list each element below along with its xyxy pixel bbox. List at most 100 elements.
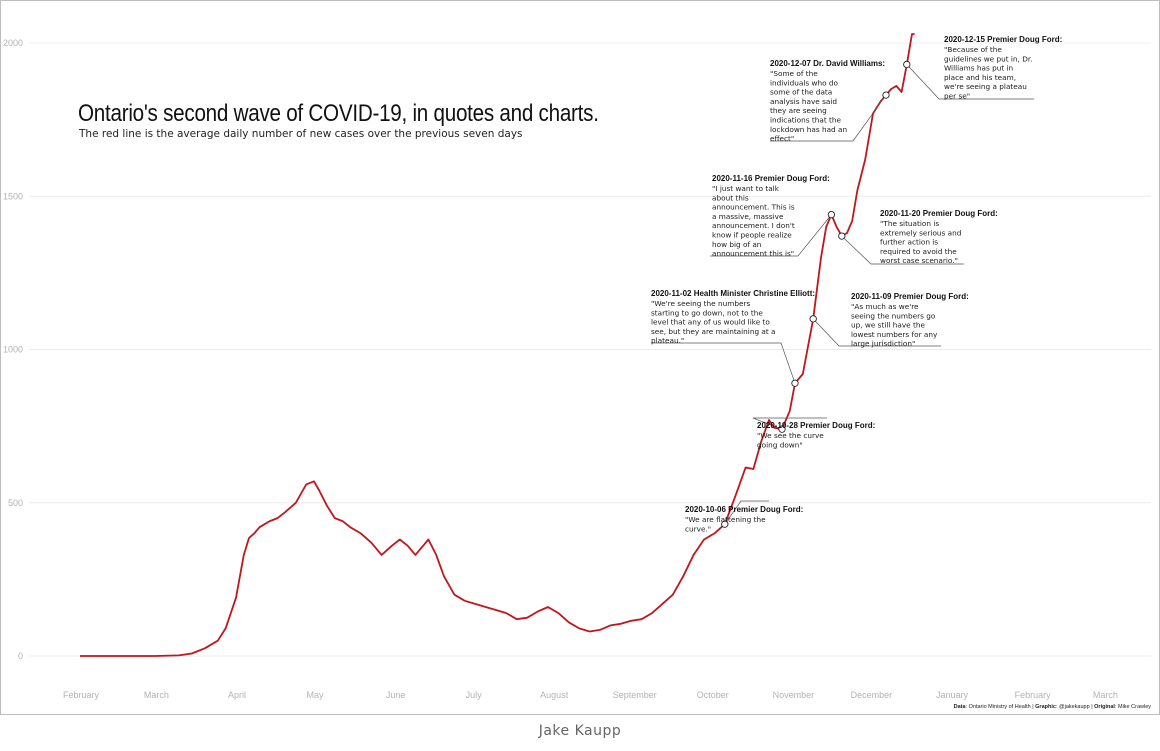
- x-tick-label-february-0: February: [63, 690, 100, 700]
- annotation-speaker: 2020-10-06 Premier Doug Ford:: [685, 505, 803, 514]
- annotation-quote-line: curve.": [685, 524, 711, 533]
- y-tick-label-500: 500: [8, 498, 23, 508]
- annotation-quote-line: they are seeing: [770, 106, 827, 115]
- annotation-quote-line: how big of an: [712, 240, 761, 249]
- x-tick-label-september-7: September: [613, 690, 657, 700]
- x-tick-label-may-3: May: [306, 690, 324, 700]
- x-axis-ticks: February March April May June July August Septe…: [63, 690, 1118, 700]
- annotation-quote-line: some of the data: [770, 88, 832, 97]
- annotation-marker: [827, 210, 836, 219]
- annotation-leader-line: [812, 318, 941, 347]
- annotation-quote-line: a massive, massive: [712, 212, 784, 221]
- annotation-2020-12-15: 2020-12-15 Premier Doug Ford:"Because of…: [903, 35, 1062, 101]
- annotation-quote-line: see, but they are maintaining at a: [651, 327, 776, 336]
- annotation-quote-line: "We see the curve: [757, 431, 824, 440]
- annotation-speaker: 2020-11-16 Premier Doug Ford:: [712, 174, 830, 183]
- quote-annotations: 2020-10-06 Premier Doug Ford:"We are fla…: [651, 35, 1062, 533]
- annotation-quote-line: plateau.": [651, 336, 684, 345]
- annotation-quote-line: starting to go down, not to the: [651, 308, 763, 317]
- annotation-quote-line: guidelines we put in, Dr.: [944, 54, 1032, 63]
- x-tick-label-april-2: April: [228, 690, 246, 700]
- annotation-quote-line: further action is: [880, 238, 938, 247]
- annotation-speaker: 2020-11-09 Premier Doug Ford:: [851, 292, 969, 301]
- annotation-speaker: 2020-11-20 Premier Doug Ford:: [880, 209, 998, 218]
- annotation-quote-line: "Some of the: [770, 69, 818, 78]
- chart-canvas: 0 500 1000 1500 2000 February March April May Ju…: [3, 33, 1151, 700]
- annotation-quote-line: announcement. I don't: [712, 221, 795, 230]
- x-tick-label-february-12: February: [1015, 690, 1052, 700]
- annotation-quote-line: analysis have said: [770, 97, 837, 106]
- annotation-speaker: 2020-10-28 Premier Doug Ford:: [757, 421, 875, 430]
- annotation-quote-line: per se": [944, 92, 970, 101]
- y-tick-label-2000: 2000: [3, 38, 23, 48]
- source-data-value: : Ontario Ministry of Health |: [965, 704, 1036, 710]
- x-tick-label-march-1: March: [144, 690, 169, 700]
- annotation-quote-line: "We're seeing the numbers: [651, 299, 750, 308]
- x-tick-label-july-5: July: [466, 690, 483, 700]
- annotation-quote-line: announcement. This is: [712, 203, 795, 212]
- annotation-quote-line: required to avoid the: [880, 247, 957, 256]
- source-original-label: Original: [1094, 704, 1115, 710]
- source-original-value: : Mike Crawley: [1114, 704, 1151, 710]
- x-tick-label-january-11: January: [936, 690, 969, 700]
- annotation-speaker: 2020-12-07 Dr. David Williams:: [770, 59, 885, 68]
- annotation-quote-line: "We are flattening the: [685, 515, 766, 524]
- annotation-quote-line: individuals who do: [770, 78, 839, 87]
- annotation-2020-11-09: 2020-11-09 Premier Doug Ford:"As much as…: [809, 292, 969, 348]
- annotation-quote-line: lockdown has had an: [770, 125, 847, 134]
- annotation-quote-line: "The situation is: [880, 219, 939, 228]
- annotation-marker: [791, 379, 799, 387]
- annotation-quote-line: about this: [712, 193, 749, 202]
- annotation-quote-line: going down": [757, 440, 803, 449]
- chart-frame: 0 500 1000 1500 2000 February March April May Ju…: [0, 0, 1160, 715]
- annotation-2020-10-06: 2020-10-06 Premier Doug Ford:"We are fla…: [685, 500, 803, 533]
- x-tick-label-november-9: November: [773, 690, 815, 700]
- x-tick-label-june-4: June: [386, 690, 406, 700]
- chart-subtitle: The red line is the average daily number…: [79, 128, 523, 140]
- chart-title: Ontario's second wave of COVID-19, in qu…: [78, 100, 599, 127]
- y-tick-label-1500: 1500: [3, 191, 23, 201]
- grid-lines: [29, 42, 1151, 657]
- annotation-leader-line: [651, 342, 796, 384]
- annotation-quote-line: Williams has put in: [944, 64, 1013, 73]
- annotation-leader-line: [710, 214, 832, 257]
- annotation-quote-line: "As much as we're: [851, 302, 919, 311]
- annotation-quote-line: lowest numbers for any: [851, 330, 938, 339]
- annotation-leader-line: [724, 500, 769, 525]
- annotation-leader-line: [906, 64, 1034, 100]
- source-data-label: Data: [953, 704, 966, 710]
- y-tick-label-0: 0: [18, 651, 23, 661]
- annotation-2020-12-07: 2020-12-07 Dr. David Williams:"Some of t…: [770, 59, 890, 143]
- x-tick-label-august-6: August: [540, 690, 569, 700]
- annotation-quote-line: we're seeing a plateau: [944, 82, 1027, 91]
- y-axis-ticks: 0 500 1000 1500 2000: [3, 38, 23, 661]
- annotation-quote-line: worst case scenario.": [880, 256, 958, 265]
- source-graphic-value: : @jakekaupp |: [1055, 704, 1095, 710]
- annotation-quote-line: indications that the: [770, 116, 842, 125]
- annotation-2020-11-16: 2020-11-16 Premier Doug Ford:"I just wan…: [710, 174, 836, 258]
- annotation-quote-line: "I just want to talk: [712, 184, 780, 193]
- annotation-speaker: 2020-12-15 Premier Doug Ford:: [944, 35, 1062, 44]
- x-tick-label-march-13: March: [1093, 690, 1118, 700]
- annotation-marker: [809, 315, 817, 323]
- x-tick-label-october-8: October: [697, 690, 729, 700]
- source-credits: Data: Ontario Ministry of Health | Graph…: [954, 704, 1151, 710]
- y-tick-label-1000: 1000: [3, 345, 23, 355]
- annotation-leader-line: [841, 235, 964, 265]
- annotation-quote-line: large jurisdiction": [851, 339, 915, 348]
- annotation-marker: [882, 91, 890, 99]
- annotation-quote-line: announcement this is": [712, 249, 794, 258]
- annotation-2020-10-28: 2020-10-28 Premier Doug Ford:"We see the…: [752, 417, 875, 449]
- annotation-quote-line: know if people realize: [712, 231, 792, 240]
- annotation-quote-line: level that any of us would like to: [651, 318, 770, 327]
- annotation-2020-11-20: 2020-11-20 Premier Doug Ford:"The situat…: [838, 209, 998, 265]
- annotation-leader-line: [770, 94, 887, 142]
- annotation-2020-11-02: 2020-11-02 Health Minister Christine Ell…: [651, 289, 815, 387]
- annotation-speaker: 2020-11-02 Health Minister Christine Ell…: [651, 289, 815, 298]
- annotation-marker: [838, 232, 846, 240]
- annotation-quote-line: seeing the numbers go: [851, 311, 936, 320]
- source-graphic-label: Graphic: [1035, 704, 1056, 710]
- annotation-marker: [721, 520, 729, 528]
- x-tick-label-december-10: December: [851, 690, 893, 700]
- annotation-quote-line: place and his team,: [944, 73, 1016, 82]
